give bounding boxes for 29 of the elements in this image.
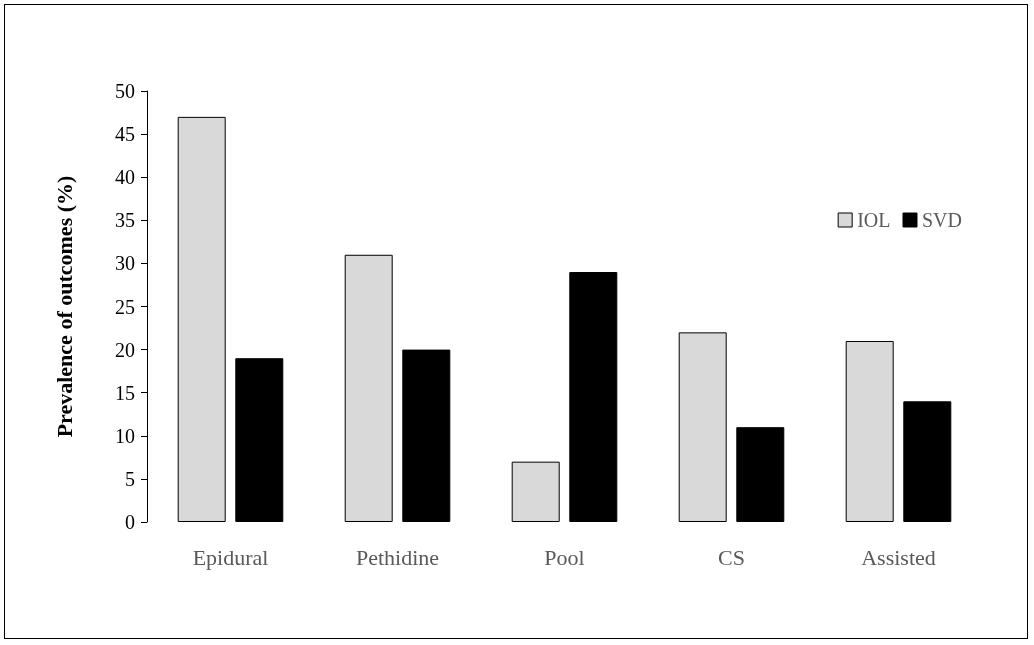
legend-label: IOL: [857, 209, 891, 231]
y-tick-label: 25: [115, 295, 135, 318]
x-tick-label: CS: [718, 544, 745, 570]
y-tick-label: 50: [115, 80, 135, 102]
bar: [678, 332, 727, 522]
y-tick-label: 45: [115, 123, 135, 146]
y-axis-title: Prevalence of outcomes (%): [51, 175, 77, 438]
bar: [736, 427, 785, 522]
x-tick-label: Pool: [544, 544, 585, 570]
bar: [344, 254, 393, 522]
y-tick-label: 0: [125, 511, 135, 533]
x-tick-label: Epidural: [192, 544, 269, 570]
x-tick-label: Assisted: [861, 544, 936, 570]
legend-label: SVD: [921, 209, 963, 231]
bar: [569, 272, 618, 522]
x-tick-label: Pethidine: [355, 544, 440, 570]
y-tick-label: 20: [115, 338, 135, 361]
y-tick-label: 35: [115, 209, 135, 232]
y-tick-label: 5: [125, 467, 135, 490]
bar: [903, 401, 952, 522]
bar: [235, 358, 284, 522]
bar: [402, 349, 451, 522]
y-tick-label: 15: [115, 381, 135, 404]
y-tick-label: 10: [115, 424, 135, 447]
y-tick-label: 40: [115, 166, 135, 189]
bar: [511, 461, 560, 522]
bar: [845, 340, 894, 522]
bar: [177, 116, 226, 522]
y-tick-label: 30: [115, 252, 135, 275]
